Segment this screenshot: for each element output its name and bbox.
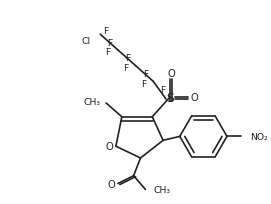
Text: F: F bbox=[107, 38, 113, 47]
Text: S: S bbox=[166, 91, 174, 104]
Text: F: F bbox=[104, 27, 109, 35]
Text: F: F bbox=[141, 79, 146, 88]
Text: Cl: Cl bbox=[82, 37, 91, 45]
Text: O: O bbox=[167, 68, 175, 78]
Text: F: F bbox=[143, 70, 148, 79]
Text: F: F bbox=[125, 54, 130, 63]
Text: NO₂: NO₂ bbox=[250, 132, 268, 141]
Text: O: O bbox=[105, 142, 113, 151]
Text: F: F bbox=[123, 64, 128, 73]
Text: F: F bbox=[105, 48, 111, 57]
Text: CH₃: CH₃ bbox=[153, 185, 170, 194]
Text: F: F bbox=[160, 85, 166, 94]
Text: CH₃: CH₃ bbox=[83, 98, 100, 107]
Text: O: O bbox=[107, 179, 115, 189]
Text: O: O bbox=[191, 93, 198, 103]
